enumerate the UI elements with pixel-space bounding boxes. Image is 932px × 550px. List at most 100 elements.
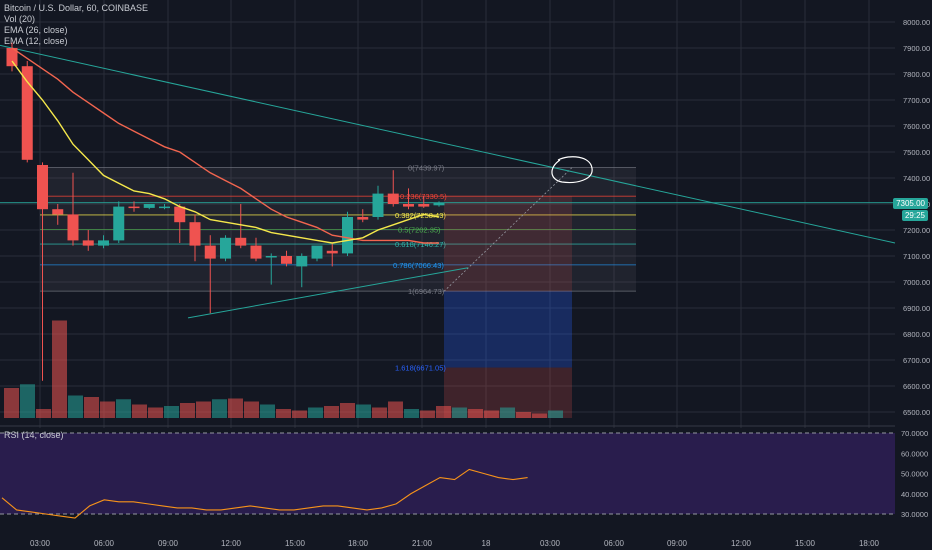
rsi-axis-label: 50.0000 <box>901 470 928 479</box>
candle-body <box>21 66 33 160</box>
candle-body <box>189 222 201 246</box>
symbol-title: Bitcoin / U.S. Dollar, 60, COINBASE <box>4 3 149 13</box>
price-axis-label: 6800.00 <box>903 330 930 339</box>
time-axis-label: 21:00 <box>412 539 433 548</box>
volume-bar <box>20 384 35 418</box>
rsi-axis-label: 70.0000 <box>901 429 928 438</box>
candle-body <box>403 204 414 207</box>
price-axis-label: 8000.00 <box>903 18 930 27</box>
candle-body <box>296 256 308 267</box>
candle-body <box>82 240 94 246</box>
volume-bar <box>292 410 307 418</box>
candle-body <box>37 165 48 210</box>
volume-bar <box>308 407 323 418</box>
price-axis-label: 6500.00 <box>903 408 930 417</box>
candle-body <box>143 204 155 208</box>
fib-extension-label: 1.618(6671.05) <box>395 364 446 373</box>
price-axis-label: 6600.00 <box>903 382 930 391</box>
last-price-tag: 7305.00 <box>893 198 928 209</box>
volume-bar <box>484 410 499 418</box>
candle-body <box>326 250 338 254</box>
candle-body <box>433 202 445 206</box>
fib-level-label: 0.618(7146.27) <box>395 240 446 249</box>
time-axis-label: 09:00 <box>667 539 688 548</box>
candle-countdown-tag: 29:25 <box>901 210 928 221</box>
rsi-axis-label: 40.0000 <box>901 490 928 499</box>
time-axis-label: 06:00 <box>94 539 115 548</box>
price-axis-label: 7900.00 <box>903 44 930 53</box>
candle-body <box>220 237 231 259</box>
price-axis-label: 7400.00 <box>903 174 930 183</box>
candle-body <box>235 237 247 246</box>
time-axis-label: 15:00 <box>285 539 306 548</box>
volume-bar <box>516 412 531 418</box>
candle-body <box>311 245 323 259</box>
volume-bar <box>52 320 67 418</box>
candle-body <box>159 206 170 209</box>
volume-indicator-label[interactable]: Vol (20) <box>4 14 36 24</box>
ema26-line <box>11 47 439 244</box>
candle-body <box>281 256 292 264</box>
volume-bar <box>388 401 403 418</box>
candle-body <box>174 206 186 223</box>
candle-body <box>6 48 18 67</box>
time-axis-label: 18:00 <box>859 539 880 548</box>
price-axis-label: 6900.00 <box>903 304 930 313</box>
volume-bar <box>404 409 419 418</box>
volume-bar <box>4 388 19 418</box>
volume-bar <box>36 409 51 418</box>
time-axis-label: 09:00 <box>158 539 179 548</box>
volume-bar <box>340 403 355 418</box>
time-axis-label: 15:00 <box>795 539 816 548</box>
volume-bar <box>68 395 83 418</box>
volume-bar <box>116 399 131 418</box>
fib-level-label: 1(6964.73) <box>408 287 445 296</box>
volume-bar <box>244 401 259 418</box>
volume-bar <box>372 407 387 418</box>
time-axis-label: 03:00 <box>30 539 51 548</box>
rsi-axis-label: 60.0000 <box>901 449 928 458</box>
fib-level-label: 0.5(7202.35) <box>398 225 441 234</box>
volume-bar <box>164 406 179 418</box>
time-axis-label: 03:00 <box>540 539 561 548</box>
volume-bar <box>532 413 547 418</box>
volume-bar <box>468 409 483 418</box>
candle-body <box>372 193 384 217</box>
volume-bar <box>420 410 435 418</box>
ascending-trendline <box>187 267 469 319</box>
fib-level-label: 0(7439.97) <box>408 164 445 173</box>
volume-bar <box>196 401 211 418</box>
price-axis-label: 7100.00 <box>903 252 930 261</box>
volume-bar <box>276 409 291 418</box>
candle-body <box>128 206 140 209</box>
time-axis-label: 06:00 <box>604 539 625 548</box>
price-axis-label: 7700.00 <box>903 96 930 105</box>
price-axis-label: 7000.00 <box>903 278 930 287</box>
time-axis-label: 12:00 <box>221 539 242 548</box>
candle-body <box>204 245 216 259</box>
price-axis-label: 7600.00 <box>903 122 930 131</box>
volume-bar <box>500 407 515 418</box>
price-axis-label: 7500.00 <box>903 148 930 157</box>
volume-bar <box>132 404 147 418</box>
candle-body <box>342 217 353 254</box>
volume-bar <box>324 406 339 418</box>
circle-annotation[interactable] <box>548 154 596 186</box>
candle-body <box>418 204 430 207</box>
price-axis-label: 7200.00 <box>903 226 930 235</box>
volume-bar <box>228 398 243 418</box>
candle-body <box>67 214 79 241</box>
ema26-indicator-label[interactable]: EMA (26, close) <box>4 25 68 35</box>
time-axis-label: 12:00 <box>731 539 752 548</box>
volume-bar <box>436 406 451 418</box>
volume-bar <box>548 410 563 418</box>
volume-bar <box>84 397 99 418</box>
candle-body <box>387 193 399 204</box>
rsi-indicator-label[interactable]: RSI (14, close) <box>4 430 64 440</box>
candle-body <box>250 245 262 259</box>
chart-legend: Bitcoin / U.S. Dollar, 60, COINBASE Vol … <box>4 3 148 47</box>
volume-bar <box>356 404 371 418</box>
ema12-indicator-label[interactable]: EMA (12, close) <box>4 36 68 46</box>
rsi-line <box>1 468 528 519</box>
